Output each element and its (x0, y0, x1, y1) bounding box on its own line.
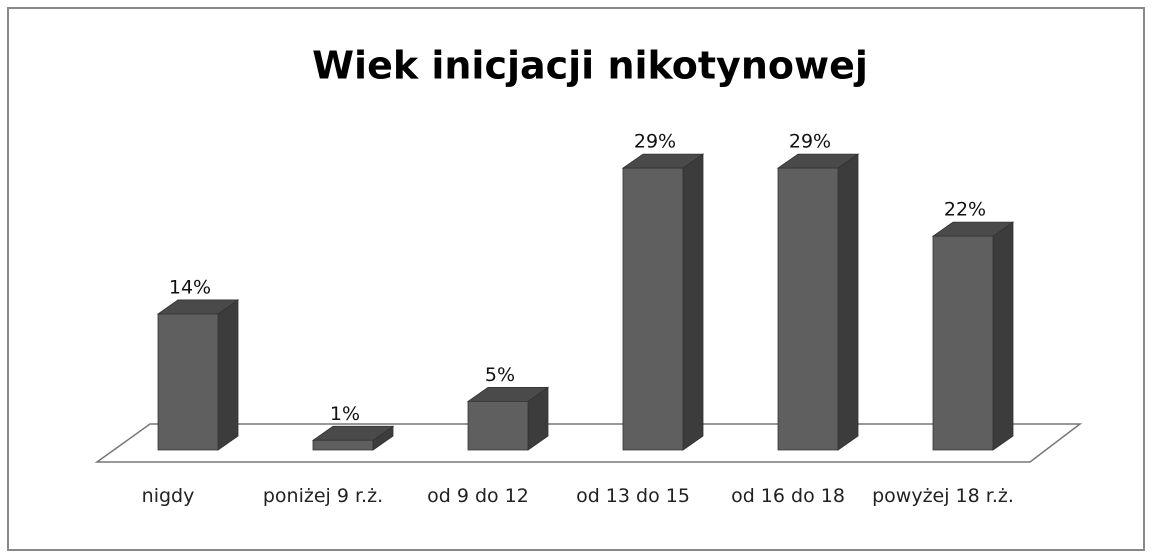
x-tick-label: powyżej 18 r.ż. (872, 485, 1014, 507)
x-tick-label: poniżej 9 r.ż. (262, 485, 384, 507)
bar-side (682, 153, 704, 451)
x-tick-label: nigdy (141, 485, 195, 507)
bar-front (467, 400, 529, 451)
x-tick-label: od 9 do 12 (427, 485, 529, 507)
bar (311, 425, 395, 451)
x-tick-label: od 13 do 15 (576, 485, 690, 507)
bar (156, 299, 240, 451)
bar-front (157, 313, 219, 451)
bar (931, 221, 1015, 451)
value-label: 5% (485, 364, 515, 386)
value-label: 29% (789, 131, 831, 153)
floor (94, 423, 1083, 463)
bar (621, 153, 705, 451)
bar (466, 386, 550, 451)
bar-front (312, 439, 374, 451)
x-tick-label: od 16 do 18 (731, 485, 845, 507)
chart-title: Wiek inicjacji nikotynowej (312, 44, 868, 88)
bar-side (217, 299, 239, 451)
bar-front (932, 235, 994, 451)
value-label: 14% (169, 276, 211, 298)
value-label: 29% (634, 131, 676, 153)
bar-front (777, 167, 839, 451)
bar-side (837, 153, 859, 451)
bar-front (622, 167, 684, 451)
bar-side (992, 221, 1014, 451)
value-label: 22% (944, 199, 986, 221)
value-label: 1% (330, 403, 360, 425)
bar (776, 153, 860, 451)
